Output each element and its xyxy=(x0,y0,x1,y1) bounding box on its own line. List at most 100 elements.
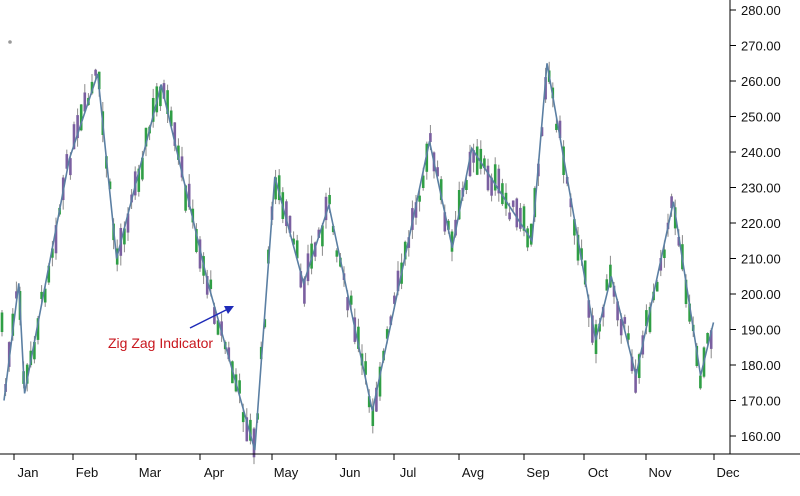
candle-body xyxy=(285,201,288,226)
candle-body xyxy=(195,229,198,252)
candle-body xyxy=(663,249,666,258)
candle-body xyxy=(277,175,281,201)
x-tick-label: May xyxy=(274,465,299,480)
candle-body xyxy=(479,148,483,169)
candle-body xyxy=(90,81,94,94)
candle-body xyxy=(43,288,47,303)
candle-body xyxy=(670,196,673,209)
candle-body xyxy=(54,225,58,254)
candle-body xyxy=(198,239,202,269)
x-tick-label: Mar xyxy=(139,465,162,480)
x-tick-label: Sep xyxy=(526,465,549,480)
y-tick-label: 200.00 xyxy=(741,287,781,302)
annotation-arrowhead xyxy=(224,306,234,314)
candle-body xyxy=(69,158,72,176)
candle-body xyxy=(393,295,396,304)
candle-body xyxy=(619,319,623,336)
x-tick-label: Nov xyxy=(648,465,672,480)
candle-body xyxy=(33,342,36,360)
candle-body xyxy=(162,83,166,99)
candle-body xyxy=(349,295,353,305)
candle-body xyxy=(421,175,425,188)
candle-body xyxy=(447,220,450,230)
candle-body xyxy=(357,326,360,349)
candle-body xyxy=(598,323,601,332)
y-tick-label: 280.00 xyxy=(741,3,781,18)
x-tick-label: Oct xyxy=(588,465,609,480)
candle-body xyxy=(173,122,177,146)
candle-body xyxy=(245,417,249,442)
candle-body xyxy=(519,207,522,229)
candle-body xyxy=(292,238,295,245)
candle-body xyxy=(79,104,83,131)
y-axis-ticks: 280.00 270.00 260.00 250.00 240.00 230.00 220.… xyxy=(730,3,781,444)
stray-dot xyxy=(8,40,12,44)
y-tick-label: 180.00 xyxy=(741,358,781,373)
candle-body xyxy=(396,270,400,292)
candle-body xyxy=(501,183,504,205)
candle-body xyxy=(490,177,493,196)
candle-body xyxy=(72,124,76,150)
candle-body xyxy=(706,333,709,344)
candle-body xyxy=(321,225,324,247)
candle-body xyxy=(609,264,612,288)
candle-body xyxy=(378,366,382,397)
zigzag-indicator-line xyxy=(3,63,715,451)
candle-body xyxy=(403,241,407,260)
candle-body xyxy=(177,145,180,160)
candle-body xyxy=(634,369,637,393)
candle-body xyxy=(648,306,652,333)
candle-body xyxy=(630,356,634,372)
candle-body xyxy=(274,177,277,200)
candle-body xyxy=(483,158,486,169)
candle-body xyxy=(468,151,472,177)
x-tick-label: Avg xyxy=(462,465,484,480)
y-tick-label: 230.00 xyxy=(741,181,781,196)
candle-body xyxy=(699,375,702,389)
y-tick-label: 220.00 xyxy=(741,216,781,231)
y-tick-label: 160.00 xyxy=(741,429,781,444)
candle-body xyxy=(688,303,691,322)
candle-body xyxy=(659,258,663,271)
candle-body xyxy=(515,198,519,228)
candle-body xyxy=(216,320,220,335)
candle-body xyxy=(184,185,187,211)
candle-body xyxy=(335,250,339,257)
y-tick-label: 210.00 xyxy=(741,252,781,267)
x-tick-label: Apr xyxy=(204,465,225,480)
candles-layer xyxy=(0,61,713,465)
candle-body xyxy=(123,228,126,245)
candle-body xyxy=(583,260,587,285)
candle-body xyxy=(108,181,112,190)
candle-body xyxy=(252,428,256,458)
x-axis-ticks: Jan Feb Mar Apr May Jun Jul Avg Sep Oct Nov Dec xyxy=(13,454,740,480)
candle-body xyxy=(169,110,173,127)
candle-body xyxy=(159,86,162,107)
candle-body xyxy=(25,364,29,384)
candle-body xyxy=(65,154,69,169)
candle-body xyxy=(616,301,619,321)
candle-body xyxy=(443,212,447,232)
zigzag-layer xyxy=(3,63,715,451)
annotation-arrow-line xyxy=(189,308,229,329)
candle-body xyxy=(605,279,609,291)
candle-body xyxy=(166,90,169,114)
candle-body xyxy=(645,310,648,327)
candle-body xyxy=(126,213,130,233)
candle-body xyxy=(241,412,245,423)
candle-body xyxy=(371,406,375,426)
candle-body xyxy=(205,276,209,295)
candle-body xyxy=(655,281,659,292)
x-tick-label: Jul xyxy=(400,465,417,480)
candle-body xyxy=(249,419,252,441)
candle-body xyxy=(472,150,475,163)
candle-body xyxy=(40,291,43,299)
candle-body xyxy=(137,168,141,192)
candle-body xyxy=(324,196,328,221)
candle-body xyxy=(475,146,479,175)
candle-body xyxy=(47,265,51,283)
candle-body xyxy=(493,164,497,191)
candle-body xyxy=(364,361,367,375)
candle-body xyxy=(429,133,432,142)
